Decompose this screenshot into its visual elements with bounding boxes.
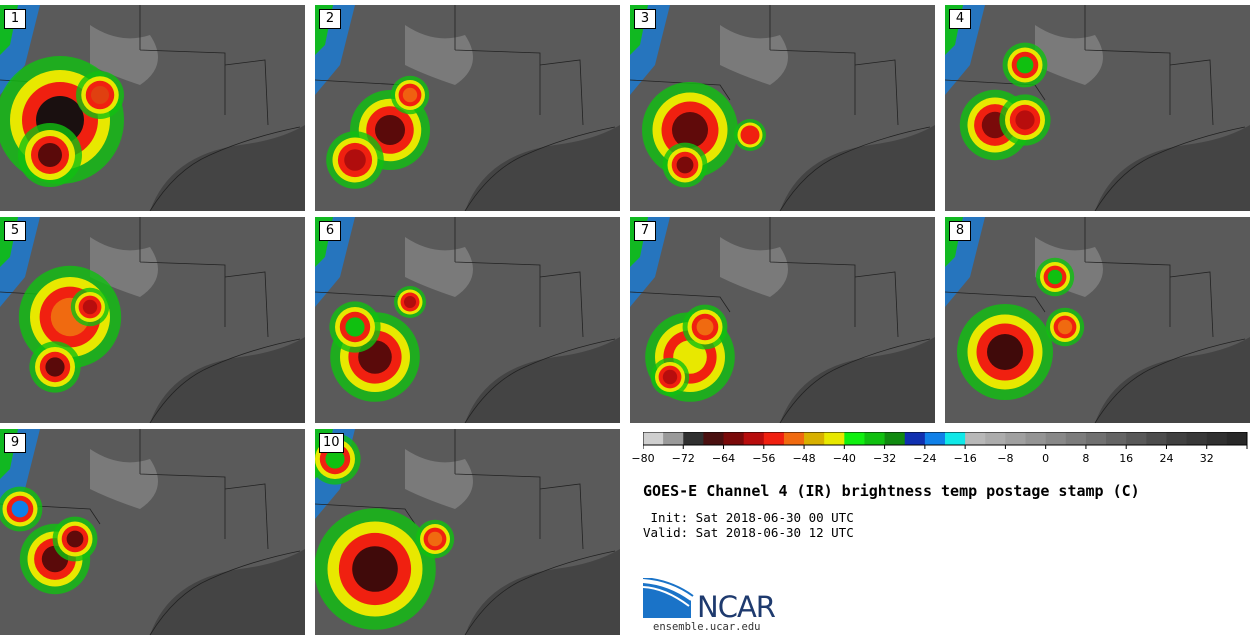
colorbar-tick-label: 0 bbox=[1042, 452, 1050, 465]
colorbar-tick-label: 8 bbox=[1082, 452, 1090, 465]
colorbar-segment bbox=[884, 432, 906, 445]
colorbar-segment bbox=[1025, 432, 1047, 445]
colorbar-segment bbox=[1166, 432, 1188, 445]
panel-label: 1 bbox=[4, 9, 26, 29]
panel-9: 9 bbox=[0, 429, 305, 635]
colorbar-segment bbox=[643, 432, 664, 445]
panel-label: 10 bbox=[319, 433, 344, 453]
panel-5: 5 bbox=[0, 217, 305, 423]
panel-1: 1 bbox=[0, 5, 305, 211]
colorbar-tick-label: 24 bbox=[1159, 452, 1174, 465]
colorbar-tick-label: 32 bbox=[1199, 452, 1214, 465]
colorbar-segment bbox=[864, 432, 886, 445]
colorbar-segment bbox=[1065, 432, 1087, 445]
panel-label: 2 bbox=[319, 9, 341, 29]
panel-8: 8 bbox=[945, 217, 1250, 423]
valid-time: Valid: Sat 2018-06-30 12 UTC bbox=[643, 525, 854, 540]
colorbar-segment bbox=[783, 432, 805, 445]
colorbar-tick-label: −56 bbox=[752, 452, 776, 465]
colorbar-tick-label: −72 bbox=[671, 452, 695, 465]
colorbar-tick-label: −16 bbox=[953, 452, 977, 465]
colorbar-tick-label: −40 bbox=[832, 452, 856, 465]
colorbar-segment bbox=[723, 432, 745, 445]
colorbar-segment bbox=[945, 432, 966, 445]
colorbar-tick-label: −80 bbox=[631, 452, 655, 465]
logo-name: NCAR bbox=[697, 590, 776, 624]
colorbar-segment bbox=[1146, 432, 1167, 445]
colorbar-segment bbox=[965, 432, 986, 445]
colorbar-tick-label: −64 bbox=[711, 452, 736, 465]
colorbar-segment bbox=[663, 432, 684, 445]
colorbar-tick-label: −24 bbox=[913, 452, 937, 465]
colorbar-segment bbox=[1226, 432, 1248, 445]
panel-label: 6 bbox=[319, 221, 341, 241]
colorbar-segment bbox=[1126, 432, 1147, 445]
panel-10: 10 bbox=[315, 429, 620, 635]
colorbar-segment bbox=[683, 432, 704, 445]
panel-label: 9 bbox=[4, 433, 26, 453]
colorbar-tick-label: −8 bbox=[997, 452, 1014, 465]
panel-6: 6 bbox=[315, 217, 620, 423]
colorbar-segment bbox=[1005, 432, 1027, 445]
colorbar-segment bbox=[1085, 432, 1107, 445]
panel-4: 4 bbox=[945, 5, 1250, 211]
colorbar-tick-label: −48 bbox=[792, 452, 816, 465]
panel-label: 7 bbox=[634, 221, 656, 241]
colorbar-segment bbox=[743, 432, 765, 445]
colorbar-tick-label: −32 bbox=[872, 452, 897, 465]
panel-7: 7 bbox=[630, 217, 935, 423]
colorbar-segment bbox=[1206, 432, 1228, 445]
colorbar-segment bbox=[904, 432, 926, 445]
colorbar-segment bbox=[763, 432, 785, 445]
panel-2: 2 bbox=[315, 5, 620, 211]
panel-label: 8 bbox=[949, 221, 971, 241]
panel-3: 3 bbox=[630, 5, 935, 211]
figure-title: GOES-E Channel 4 (IR) brightness temp po… bbox=[643, 482, 1140, 500]
colorbar-segment bbox=[824, 432, 845, 445]
colorbar bbox=[642, 431, 1249, 459]
init-time: Init: Sat 2018-06-30 00 UTC bbox=[643, 510, 854, 525]
colorbar-segment bbox=[703, 432, 725, 445]
colorbar-segment bbox=[1045, 432, 1067, 445]
colorbar-tick-label: 16 bbox=[1119, 452, 1134, 465]
logo-url: ensemble.ucar.edu bbox=[653, 621, 761, 633]
colorbar-segment bbox=[985, 432, 1006, 445]
colorbar-segment bbox=[844, 432, 865, 445]
colorbar-segment bbox=[1186, 432, 1208, 445]
panel-label: 3 bbox=[634, 9, 656, 29]
colorbar-segment bbox=[804, 432, 825, 445]
colorbar-segment bbox=[924, 432, 946, 445]
ncar-logo-icon bbox=[642, 577, 695, 624]
panel-label: 5 bbox=[4, 221, 26, 241]
panel-label: 4 bbox=[949, 9, 971, 29]
colorbar-segment bbox=[1106, 432, 1127, 445]
